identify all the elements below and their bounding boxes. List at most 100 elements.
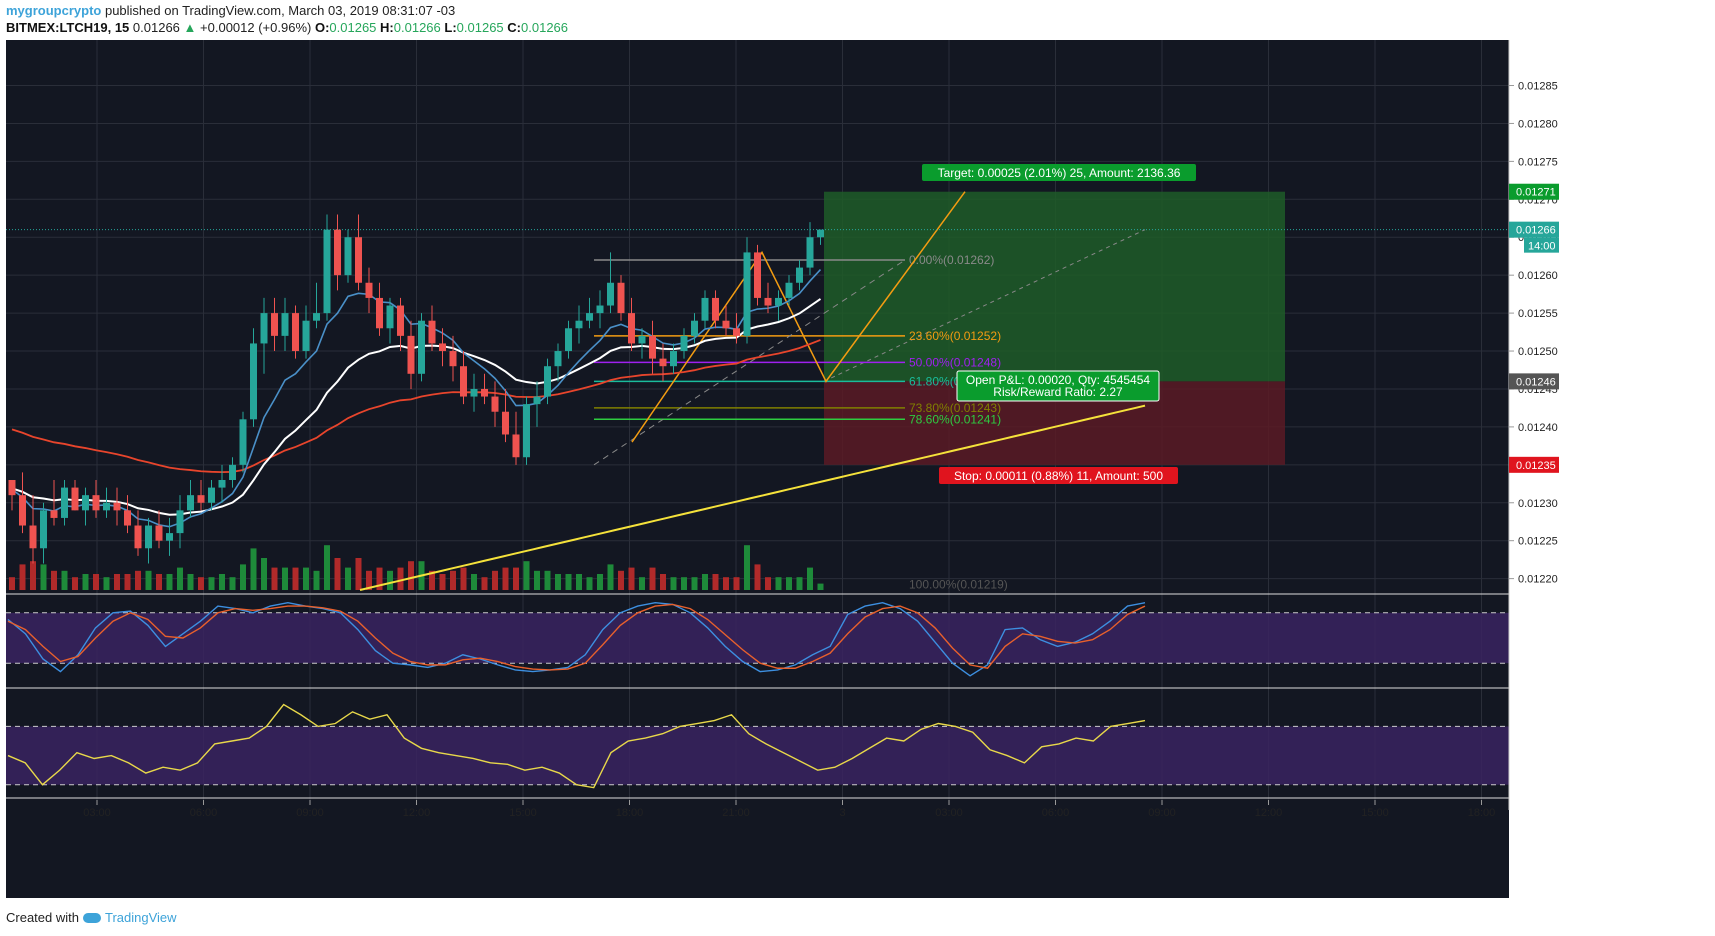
volume-bar [775,577,782,590]
footer: Created with TradingView [6,910,177,925]
up-arrow-icon: ▲ [183,20,197,35]
position-labels: Target: 0.00025 (2.01%) 25, Amount: 2136… [922,164,1196,484]
candle-body [701,297,709,321]
candle-body [418,320,425,374]
countdown-bg [1524,237,1559,253]
volume-bar [796,577,803,590]
candle-body [365,282,373,298]
target-label: Target: 0.00025 (2.01%) 25, Amount: 2136… [922,164,1196,181]
candle-body [796,267,803,283]
candle-body [313,313,320,321]
volume-bar [702,574,708,590]
volume-bar [576,574,582,590]
candle-body [19,495,26,526]
time-tick-label: 03:00 [935,807,963,819]
candle-body [355,237,362,283]
price-tick-label: 0.01275 [1518,156,1558,168]
fib-level-label: 100.00%(0.01219) [909,578,1008,592]
author-link[interactable]: mygroupcrypto [6,3,102,18]
position-tool[interactable] [823,191,1285,465]
volume-bar [198,577,204,590]
volume-bar [135,570,141,590]
volume-bar [208,577,215,590]
volume-bar [240,564,246,590]
volume-bar [586,577,593,590]
time-tick-label: 09:00 [1148,807,1176,819]
oscillator-line-primary [7,601,1146,677]
rsi-pane: 80.000060.000040.0000 [6,687,1709,799]
candle-body [775,297,782,306]
volume-bar [219,574,225,590]
volume-bar [229,577,236,590]
volume-bar [408,561,414,590]
candle-body [481,388,488,397]
change-text: +0.00012 (+0.96%) [200,20,312,35]
candle-body [544,366,551,397]
symbol-label[interactable]: BITMEX:LTCH19, 15 [6,20,130,35]
volume-bar [324,545,330,590]
tradingview-brand-link[interactable]: TradingView [104,910,177,925]
volume-bar [744,545,750,590]
candle-body [50,510,58,518]
volume-bar [61,570,68,590]
candle-body [250,343,257,420]
candle-body [82,495,89,511]
candle-body [575,320,583,329]
candle-body [691,320,698,336]
candles [8,214,824,564]
candle-body [638,335,646,344]
candle-body [596,305,604,314]
candle-body [607,282,614,306]
volume-bar [177,567,183,590]
price-axis-bg [1509,40,1715,910]
candle-body [124,510,131,526]
volume-bar [366,570,372,590]
candle-body [40,510,47,549]
pnl-label: Open P&L: 0.00020, Qty: 4545454Risk/Rewa… [956,370,1160,402]
candle-body [680,335,688,352]
volume-bar [19,564,26,590]
volume-bar [765,577,771,590]
low-label: L: [444,20,457,35]
price-axis: 0.012850.012800.012750.012700.012650.012… [1508,40,1715,910]
volume-bar [166,574,173,590]
candle-body [491,396,499,412]
last-price: 0.01266 [132,20,180,35]
candle-body [334,229,341,276]
time-tick-label: 06:00 [190,807,218,819]
candle-body [218,480,226,488]
candle-body [554,351,562,367]
volume-bar [397,567,404,590]
volume-bar [439,574,446,590]
stop-price-tag-bg [1509,456,1559,473]
candle-body [785,282,793,298]
volume-bar [555,574,561,590]
candle-body [103,502,110,511]
volume-bar [145,570,152,590]
fib-level-label: 0.00%(0.01262) [909,253,994,267]
close-value: 0.01266 [521,20,569,35]
volume-bar [51,570,57,590]
candle-body [712,297,719,321]
price-chart[interactable]: 0.00%(0.01262) 23.60%(0.01252) 50.00%(0.01… [0,40,1715,910]
candle-body [670,351,677,367]
volume-bar [681,577,687,590]
volume-bar [450,570,456,590]
candle-body [649,335,656,359]
pnl-dashed-line [823,229,1146,382]
volume-bar [733,577,740,590]
volume-bar [460,567,467,590]
stochastic-pane: 80.000040.00000.0000 [6,593,1709,687]
volume-bar [40,564,47,590]
candle-body [302,320,310,352]
candle-body [628,313,635,344]
entry-price-tag-bg [1509,373,1559,390]
candle-body [113,502,121,511]
candle-body [229,464,236,480]
open-label: O: [314,20,330,35]
time-tick-label: 09:00 [296,807,324,819]
candle-body [323,229,331,314]
volume-bar [607,564,614,590]
candle-body [743,252,751,336]
publish-line: mygroupcrypto published on TradingView.c… [6,2,568,19]
